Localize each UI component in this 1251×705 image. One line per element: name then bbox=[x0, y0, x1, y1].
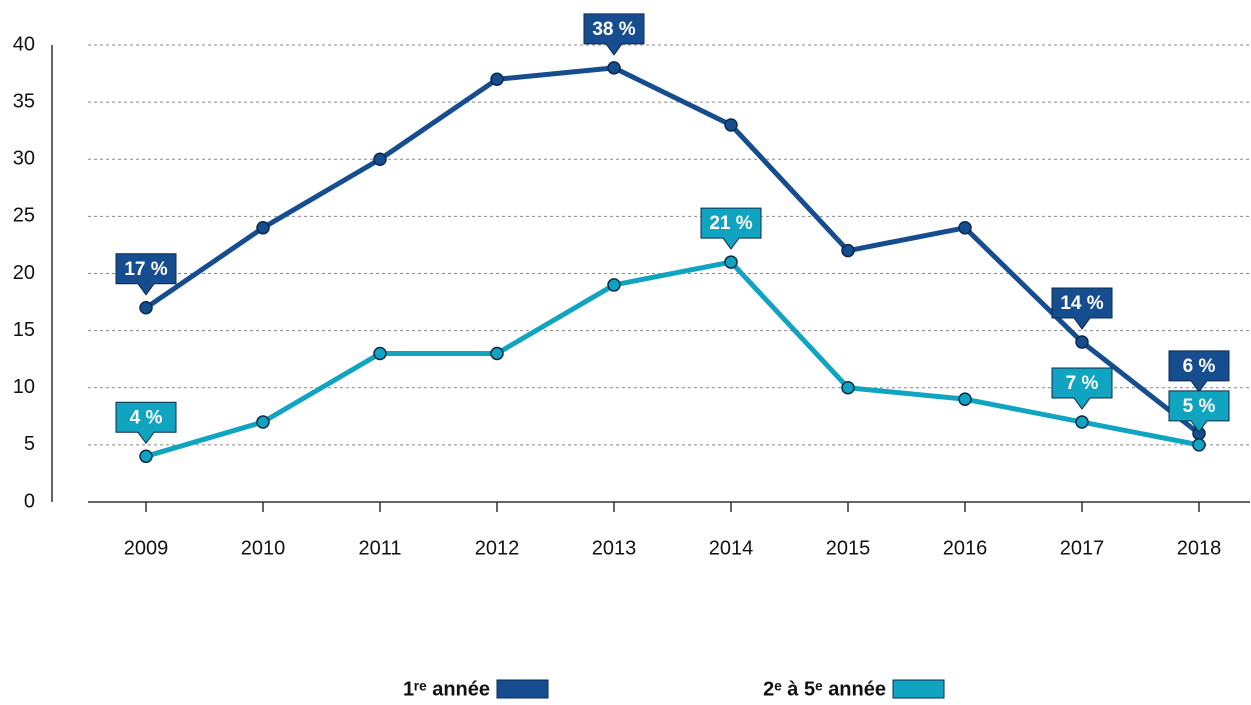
series-line bbox=[144, 65, 1201, 436]
x-tick-label: 2016 bbox=[943, 537, 988, 559]
callout-box bbox=[1168, 390, 1230, 433]
callout: 21 % bbox=[700, 207, 762, 250]
callout: 7 % bbox=[1051, 367, 1113, 410]
y-tick-label: 35 bbox=[13, 90, 35, 112]
x-tick-label: 2012 bbox=[475, 537, 520, 559]
callout: 5 % bbox=[1168, 390, 1230, 433]
x-tick-label: 2014 bbox=[709, 537, 754, 559]
point bbox=[139, 449, 153, 464]
y-tick-label: 40 bbox=[13, 33, 35, 55]
callout-box bbox=[700, 207, 762, 250]
callout-box bbox=[583, 13, 645, 56]
callout-box bbox=[115, 253, 177, 296]
point bbox=[373, 152, 387, 166]
x-tick-label: 2009 bbox=[124, 537, 169, 559]
point bbox=[139, 301, 153, 315]
point bbox=[1192, 438, 1206, 452]
legend-swatch bbox=[496, 679, 549, 699]
callout-box bbox=[1051, 287, 1113, 330]
point bbox=[1075, 335, 1089, 349]
y-tick-label: 10 bbox=[13, 376, 35, 398]
callout: 38 % bbox=[583, 13, 645, 56]
x-tick-label: 2011 bbox=[358, 537, 401, 559]
y-tick-label: 15 bbox=[13, 319, 35, 341]
point bbox=[1075, 415, 1089, 429]
x-tick-label: 2015 bbox=[826, 537, 871, 559]
point bbox=[490, 346, 504, 361]
series-line bbox=[145, 259, 1200, 459]
data-label: 5 % bbox=[1183, 396, 1216, 417]
data-label: 21 % bbox=[709, 213, 752, 234]
y-tick-label: 30 bbox=[13, 148, 35, 170]
data-label: 4 % bbox=[130, 407, 163, 428]
point bbox=[958, 221, 972, 235]
callout: 6 % bbox=[1168, 350, 1230, 393]
point bbox=[958, 392, 972, 406]
point bbox=[607, 278, 621, 292]
x-tick-label: 2018 bbox=[1177, 537, 1222, 559]
data-label: 14 % bbox=[1060, 293, 1103, 314]
point bbox=[841, 243, 855, 258]
x-tick-label: 2017 bbox=[1060, 537, 1105, 559]
callout-box bbox=[1051, 367, 1113, 410]
callout: 17 % bbox=[115, 253, 177, 296]
data-label: 17 % bbox=[124, 259, 167, 280]
point bbox=[373, 346, 387, 361]
y-tick-label: 5 bbox=[24, 433, 35, 455]
point bbox=[256, 415, 270, 429]
data-label: 38 % bbox=[592, 19, 635, 40]
data-label: 7 % bbox=[1066, 373, 1099, 394]
point bbox=[841, 381, 855, 395]
legend-label: 2ᵉ à 5ᵉ année bbox=[763, 678, 886, 700]
callout-box bbox=[115, 401, 177, 445]
point bbox=[490, 72, 504, 87]
callout-box bbox=[1168, 350, 1230, 393]
callout: 4 % bbox=[115, 401, 177, 445]
y-tick-label: 20 bbox=[13, 262, 35, 284]
point bbox=[607, 61, 621, 75]
legend-swatch bbox=[892, 679, 945, 699]
y-tick-label: 0 bbox=[24, 490, 35, 512]
x-tick-label: 2013 bbox=[592, 537, 637, 559]
callout: 14 % bbox=[1051, 287, 1113, 330]
legend-label: 1ʳᵉ année bbox=[403, 678, 490, 700]
point bbox=[724, 255, 738, 269]
y-tick-label: 25 bbox=[13, 205, 35, 227]
x-tick-label: 2010 bbox=[241, 537, 286, 559]
data-label: 6 % bbox=[1183, 356, 1216, 377]
point bbox=[256, 221, 270, 235]
point bbox=[724, 118, 738, 132]
